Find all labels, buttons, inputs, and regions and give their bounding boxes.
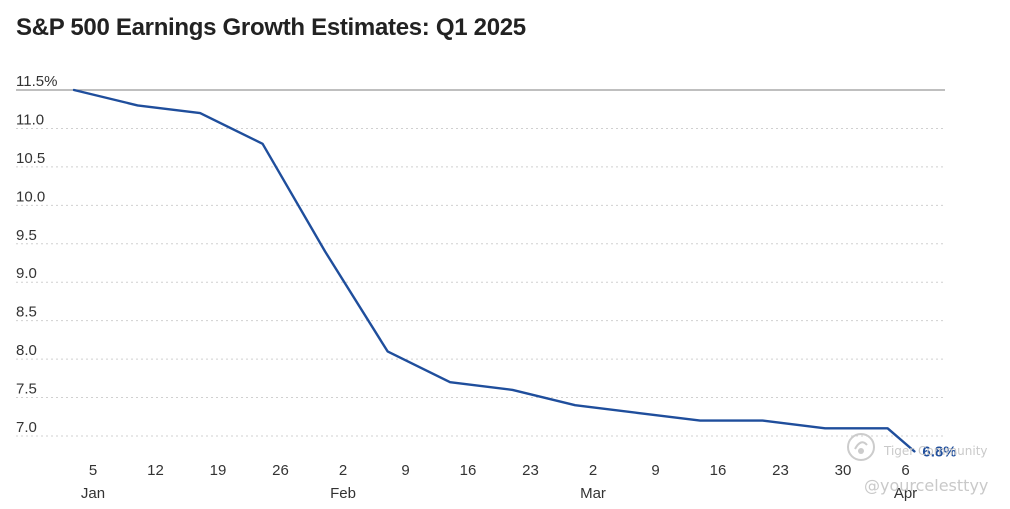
x-tick-month-label: Mar (580, 485, 606, 502)
end-label-group: 6.8% (922, 443, 956, 460)
x-tick-label: 16 (460, 462, 477, 479)
x-tick-label: 26 (272, 462, 289, 479)
x-tick-label: 5 (89, 462, 97, 479)
y-tick-label: 11.0 (16, 111, 44, 128)
x-tick-label: 2 (339, 462, 347, 479)
x-tick-label: 6 (901, 462, 909, 479)
watermark-handle-text: @yourcelesttyy (864, 476, 989, 495)
y-tick-label: 9.0 (16, 265, 37, 282)
y-axis-ticks: 11.5% 11.0 10.5 10.0 9.5 9.0 8.5 8.0 7.5 7.0 (16, 73, 57, 436)
x-tick-label: 9 (401, 462, 409, 479)
x-tick-month-label: Jan (81, 485, 105, 502)
y-tick-label: 8.5 (16, 304, 37, 321)
x-tick-label: 30 (835, 462, 852, 479)
x-tick-label: 19 (210, 462, 227, 479)
series-group (72, 88, 916, 453)
y-tick-label: 10.5 (16, 150, 45, 167)
grid-lines (16, 89, 945, 437)
y-tick-label: 7.0 (16, 419, 37, 436)
x-tick-label: 23 (522, 462, 539, 479)
x-tick-label: 23 (772, 462, 789, 479)
watermark-brand-text: Tiger Community (884, 444, 988, 458)
x-tick-label: 2 (589, 462, 597, 479)
x-tick-label: 9 (651, 462, 659, 479)
y-tick-label: 10.0 (16, 188, 45, 205)
chart-title: S&P 500 Earnings Growth Estimates: Q1 20… (16, 14, 526, 41)
x-tick-label: 16 (710, 462, 727, 479)
x-tick-month-label: Apr (894, 485, 917, 502)
x-tick-label: 12 (147, 462, 164, 479)
x-axis-ticks: 5 Jan 12 19 26 2 Feb 9 16 23 2 Mar 9 16 23 30 6 Apr (81, 462, 917, 502)
end-value-label: 6.8% (922, 443, 956, 460)
y-tick-label: 9.5 (16, 227, 37, 244)
watermark-logo-icon (846, 432, 876, 462)
x-tick-month-label: Feb (330, 485, 356, 502)
y-tick-label: 7.5 (16, 381, 37, 398)
series-line (72, 88, 916, 453)
y-tick-label: 11.5% (16, 73, 57, 90)
y-tick-label: 8.0 (16, 342, 37, 359)
